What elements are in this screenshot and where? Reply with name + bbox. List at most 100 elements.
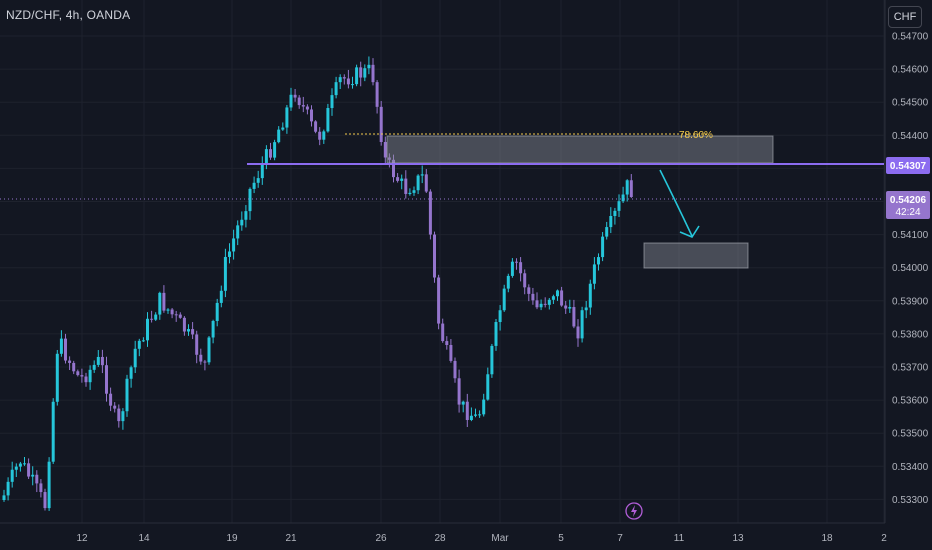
candle-body: [244, 211, 248, 220]
candle-body: [174, 314, 178, 316]
candle-body: [404, 178, 408, 194]
candle-body: [146, 318, 149, 341]
candle-body: [490, 345, 494, 375]
projection-arrow[interactable]: [659, 169, 700, 238]
candle-body: [43, 492, 47, 509]
candle-body: [592, 264, 596, 284]
candle-body: [572, 307, 576, 327]
price-axis[interactable]: [885, 0, 932, 522]
time-tick-label: 18: [821, 533, 833, 544]
currency-button[interactable]: CHF: [888, 6, 922, 28]
candle-body: [92, 364, 96, 370]
candle-body: [59, 338, 63, 354]
candle-body: [305, 106, 309, 110]
candle-body: [367, 64, 371, 69]
candle-body: [326, 108, 330, 132]
candle-body: [461, 401, 465, 405]
candle-body: [539, 303, 543, 308]
time-tick-label: 5: [558, 533, 564, 544]
time-axis[interactable]: [0, 523, 885, 550]
candle-body: [351, 84, 354, 86]
time-tick-label: 2: [881, 533, 887, 544]
candle-body: [281, 127, 285, 130]
candle-body: [141, 340, 145, 342]
candle-body: [338, 77, 342, 83]
candle-body: [158, 292, 162, 315]
candle-body: [363, 68, 367, 78]
candle-body: [613, 210, 617, 216]
candle-body: [535, 300, 539, 308]
price-tick-label: 0.53300: [892, 495, 929, 506]
symbol-title[interactable]: NZD/CHF, 4h, OANDA: [6, 8, 131, 22]
candle-body: [23, 463, 26, 465]
candle-body: [166, 309, 170, 311]
candle-body: [273, 142, 277, 158]
candle-body: [588, 283, 592, 308]
candle-body: [355, 67, 359, 85]
price-tick-label: 0.53500: [892, 429, 929, 440]
candle-body: [96, 356, 100, 365]
candle-body: [68, 360, 72, 363]
candle-body: [515, 261, 518, 263]
candle-body: [18, 463, 22, 467]
current-price-text: 0.54206: [890, 195, 927, 206]
resistance-zone-rectangle[interactable]: [386, 135, 774, 164]
candle-body: [14, 466, 18, 470]
current-price-box: [886, 191, 930, 219]
target-zone-rectangle[interactable]: [643, 242, 749, 269]
candle-body: [260, 164, 264, 179]
candle-body: [584, 307, 588, 311]
candle-body: [10, 469, 14, 482]
candle-body: [400, 178, 404, 181]
candle-body: [334, 82, 338, 96]
price-tick-label: 0.54700: [892, 32, 929, 43]
time-tick-label: 28: [434, 533, 446, 544]
candle-body: [420, 174, 424, 176]
candle-body: [375, 82, 379, 107]
price-tick-label: 0.53800: [892, 329, 929, 340]
line-price-text: 0.54307: [890, 161, 927, 172]
candle-body: [330, 95, 334, 109]
candle-body: [133, 348, 137, 368]
candle-body: [416, 175, 420, 191]
price-tick-label: 0.53700: [892, 363, 929, 374]
candle-body: [51, 401, 55, 462]
time-tick-label: 21: [285, 533, 297, 544]
candle-body: [47, 461, 51, 509]
candlestick-series: [2, 56, 633, 511]
candle-body: [510, 261, 514, 276]
candle-body: [601, 236, 605, 258]
candle-body: [178, 314, 182, 318]
candle-body: [84, 376, 88, 383]
candle-body: [457, 378, 461, 405]
price-tick-label: 0.53400: [892, 462, 929, 473]
lightning-icon[interactable]: [625, 502, 643, 520]
candle-body: [523, 273, 527, 288]
candle-body: [469, 415, 473, 420]
candle-body: [154, 314, 158, 320]
chart-grid: [0, 0, 885, 523]
candle-body: [117, 408, 121, 422]
candle-body: [531, 293, 535, 301]
candle-body: [502, 288, 506, 311]
price-tick-label: 0.53600: [892, 396, 929, 407]
candle-body: [236, 225, 240, 239]
candle-body: [379, 106, 383, 143]
candle-body: [314, 121, 318, 132]
candle-body: [494, 322, 498, 346]
candle-body: [486, 374, 490, 400]
candle-body: [412, 190, 416, 193]
candle-body: [433, 234, 436, 278]
candle-body: [527, 287, 531, 294]
candle-body: [277, 129, 281, 143]
candle-body: [39, 483, 43, 493]
candle-body: [445, 341, 449, 346]
candle-body: [568, 307, 572, 309]
candle-body: [396, 177, 400, 181]
candle-body: [428, 191, 432, 235]
candle-body: [2, 495, 6, 500]
candle-body: [72, 362, 76, 372]
candle-body: [617, 201, 621, 211]
candle-body: [609, 215, 613, 228]
